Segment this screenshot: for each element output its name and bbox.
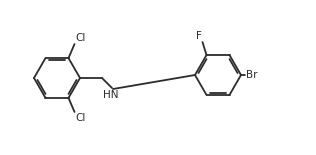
Text: Cl: Cl bbox=[76, 113, 86, 123]
Text: Cl: Cl bbox=[76, 33, 86, 43]
Text: F: F bbox=[196, 31, 202, 41]
Text: Br: Br bbox=[246, 70, 258, 80]
Text: HN: HN bbox=[103, 90, 119, 100]
